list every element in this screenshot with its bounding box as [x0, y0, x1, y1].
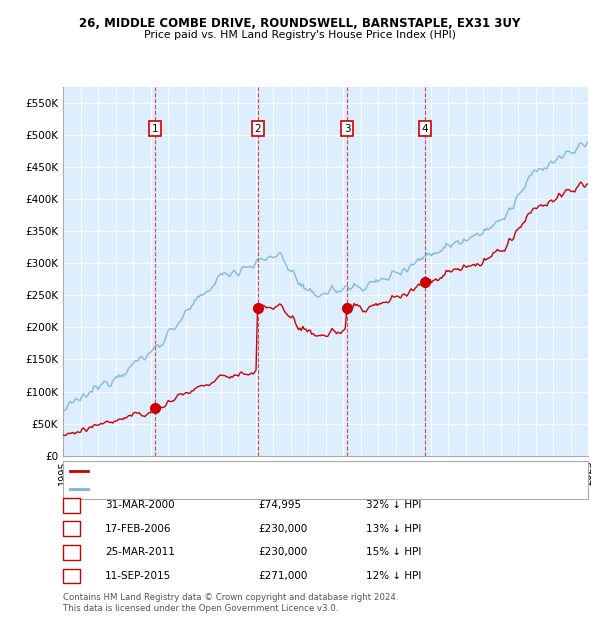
Text: Price paid vs. HM Land Registry's House Price Index (HPI): Price paid vs. HM Land Registry's House … — [144, 30, 456, 40]
Text: Contains HM Land Registry data © Crown copyright and database right 2024.
This d: Contains HM Land Registry data © Crown c… — [63, 593, 398, 613]
Text: HPI: Average price, detached house, North Devon: HPI: Average price, detached house, Nort… — [92, 484, 328, 494]
Text: 1: 1 — [152, 123, 158, 133]
Text: 26, MIDDLE COMBE DRIVE, ROUNDSWELL, BARNSTAPLE, EX31 3UY: 26, MIDDLE COMBE DRIVE, ROUNDSWELL, BARN… — [79, 17, 521, 30]
Text: 2: 2 — [254, 123, 261, 133]
Text: £74,995: £74,995 — [258, 500, 301, 510]
Text: 26, MIDDLE COMBE DRIVE, ROUNDSWELL, BARNSTAPLE, EX31 3UY (detached house): 26, MIDDLE COMBE DRIVE, ROUNDSWELL, BARN… — [92, 467, 494, 476]
Text: 15% ↓ HPI: 15% ↓ HPI — [366, 547, 421, 557]
Text: 4: 4 — [68, 571, 75, 581]
Text: £230,000: £230,000 — [258, 547, 307, 557]
Text: £230,000: £230,000 — [258, 524, 307, 534]
Text: 3: 3 — [344, 123, 350, 133]
Text: 11-SEP-2015: 11-SEP-2015 — [105, 571, 171, 581]
Text: 12% ↓ HPI: 12% ↓ HPI — [366, 571, 421, 581]
Text: 31-MAR-2000: 31-MAR-2000 — [105, 500, 175, 510]
Text: 13% ↓ HPI: 13% ↓ HPI — [366, 524, 421, 534]
Text: 4: 4 — [422, 123, 428, 133]
Text: 3: 3 — [68, 547, 75, 557]
Text: 17-FEB-2006: 17-FEB-2006 — [105, 524, 172, 534]
Text: 2: 2 — [68, 524, 75, 534]
Text: £271,000: £271,000 — [258, 571, 307, 581]
Text: 32% ↓ HPI: 32% ↓ HPI — [366, 500, 421, 510]
Text: 25-MAR-2011: 25-MAR-2011 — [105, 547, 175, 557]
Text: 1: 1 — [68, 500, 75, 510]
